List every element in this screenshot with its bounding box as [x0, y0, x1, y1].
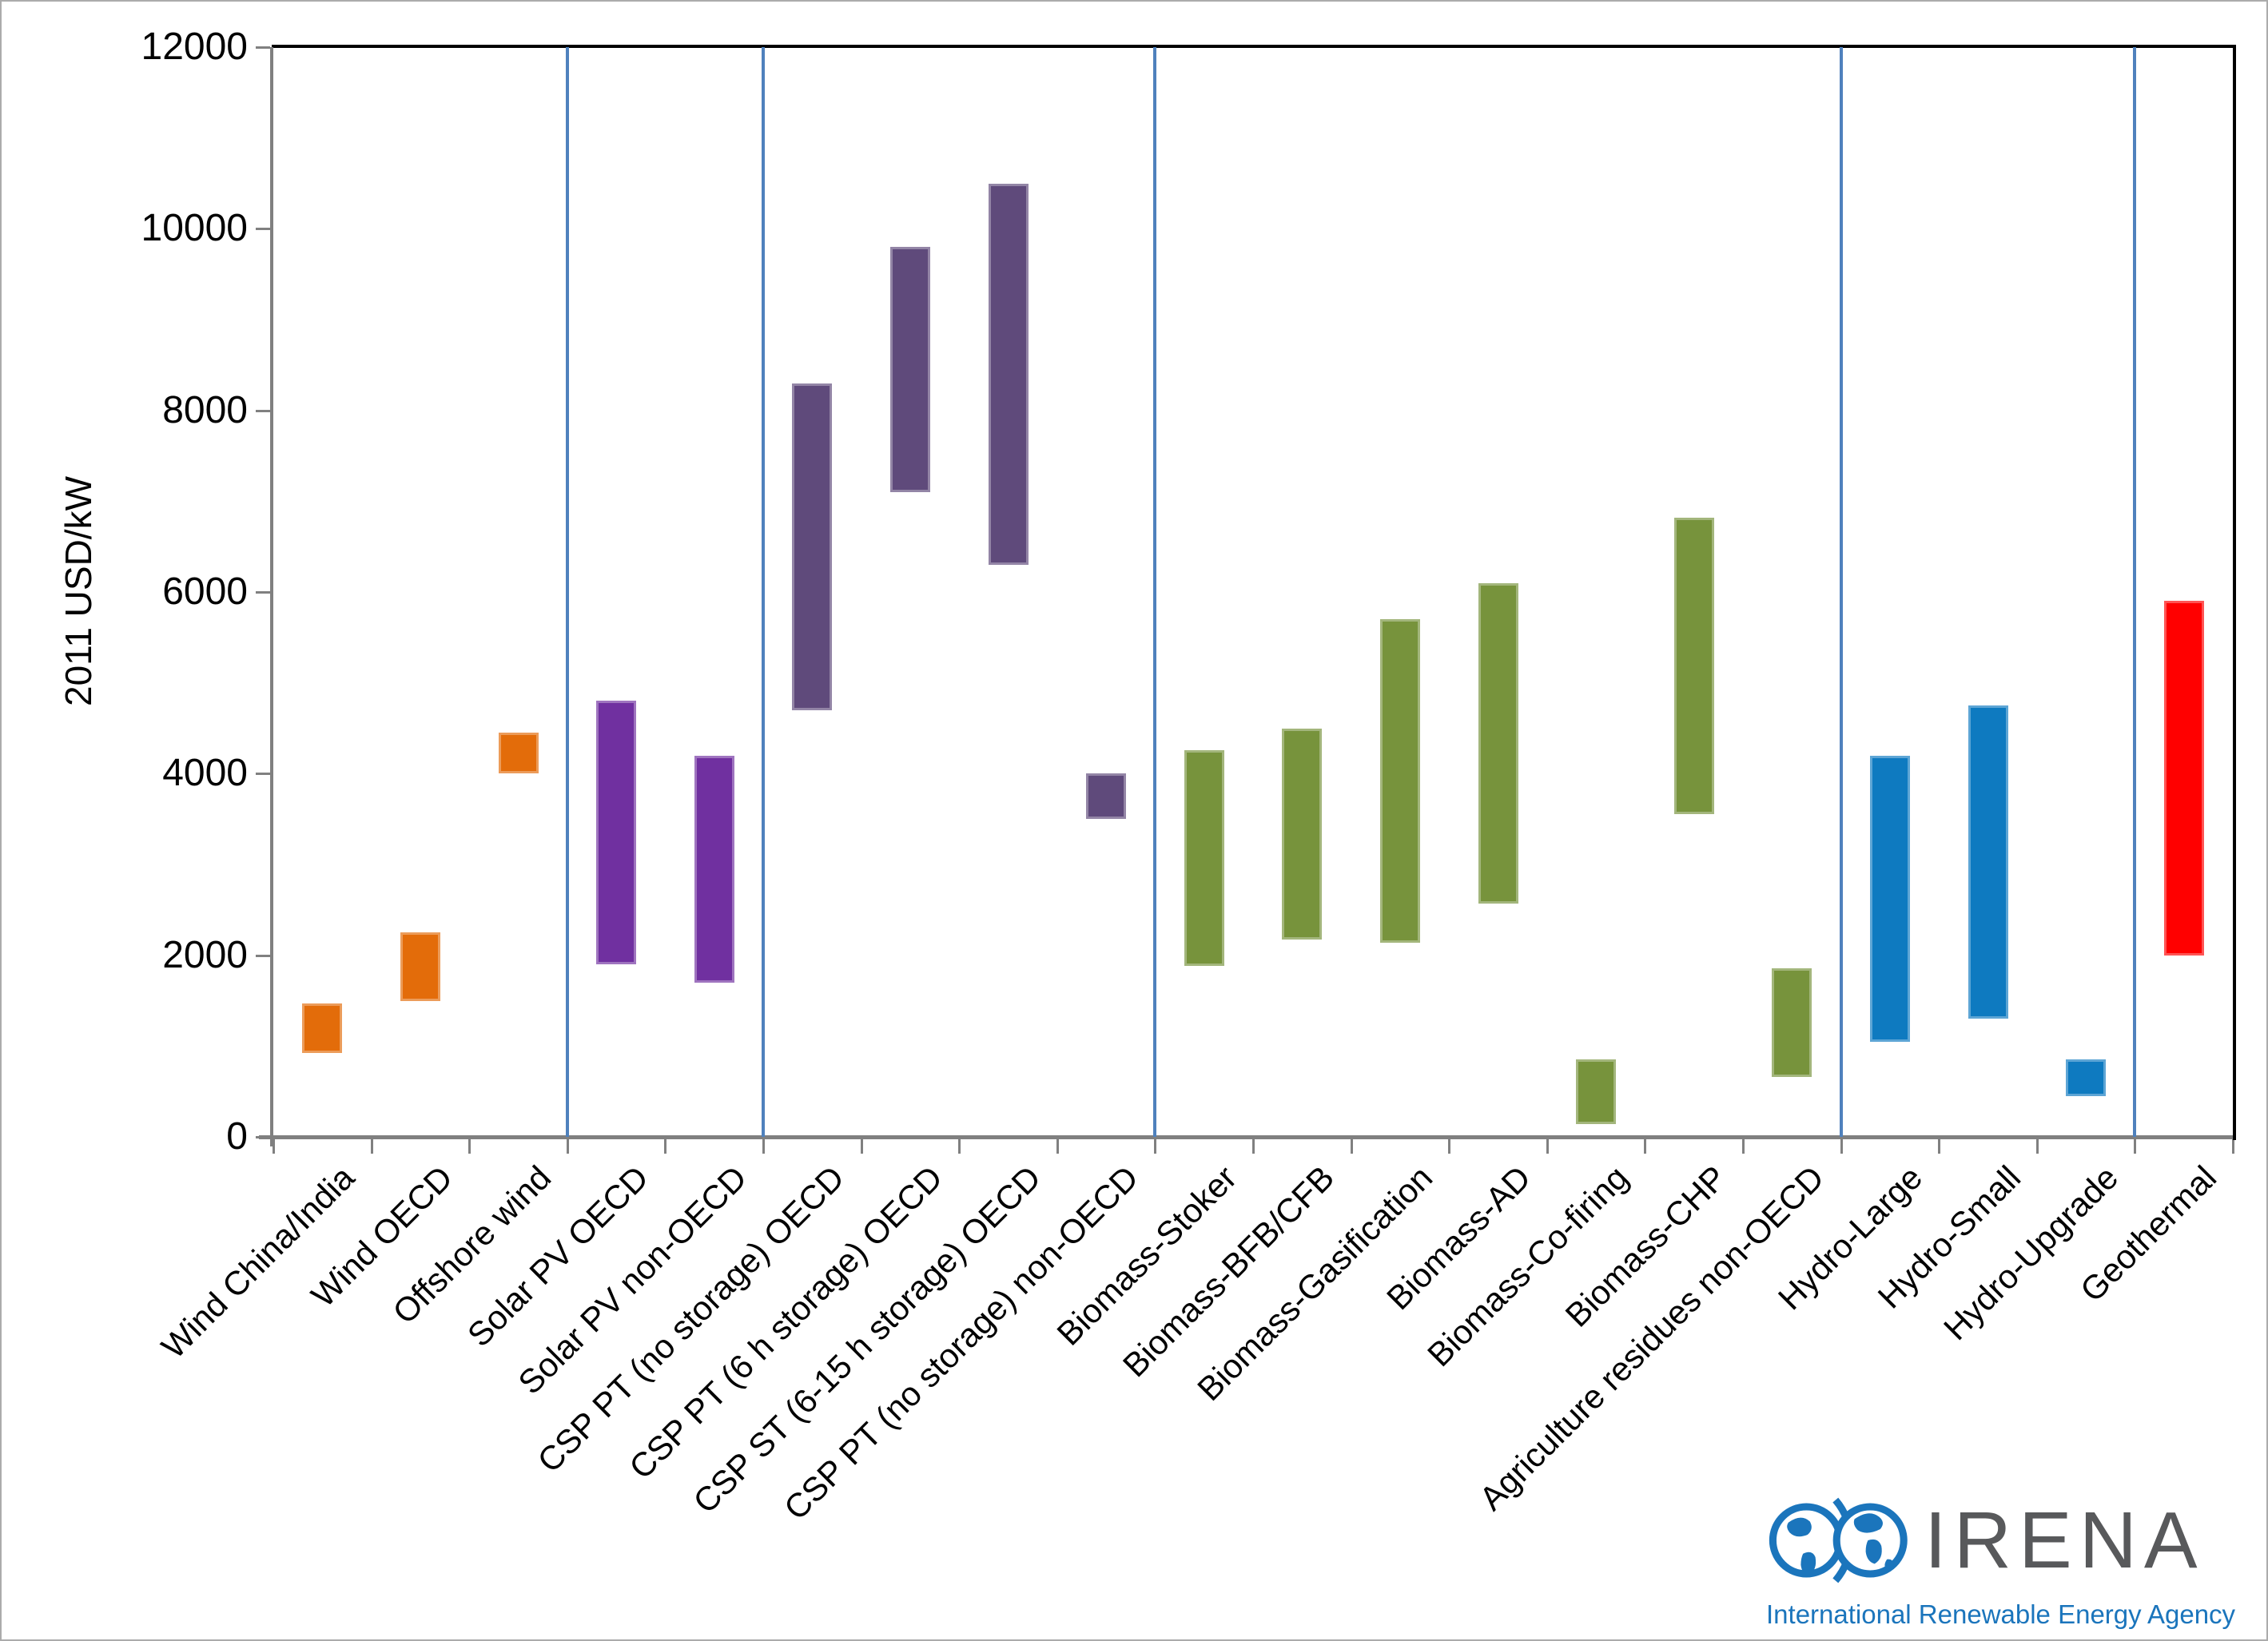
y-tick-label: 12000 [141, 26, 248, 68]
irena-globes-icon [1769, 1497, 1908, 1583]
logo-name: IRENA [1924, 1496, 2205, 1585]
x-tick-mark [1350, 1137, 1353, 1154]
x-tick-mark [566, 1137, 569, 1154]
x-tick-mark [762, 1137, 765, 1154]
y-tick-label: 6000 [162, 570, 248, 613]
y-tick-mark [256, 46, 270, 49]
bar-offshore-wind [498, 733, 539, 774]
x-axis-line [259, 1135, 2236, 1139]
x-tick-mark [370, 1137, 373, 1154]
x-category-label-csp-st-6-15-h-storage-oecd: CSP ST (6-15 h storage) OECD [685, 1158, 1048, 1521]
x-tick-mark [1742, 1137, 1745, 1154]
y-axis-line [270, 47, 273, 1146]
x-tick-mark [664, 1137, 667, 1154]
y-tick-label: 4000 [162, 752, 248, 795]
y-tick-mark [256, 228, 270, 231]
group-divider-line [2133, 47, 2137, 1137]
group-divider-line [1153, 47, 1157, 1137]
bar-biomass-stoker [1184, 749, 1224, 967]
x-tick-mark [1546, 1137, 1549, 1154]
bar-biomass-chp [1673, 517, 1714, 815]
bar-hydro-large [1869, 755, 1910, 1042]
irena-logo: IRENA International Renewable Energy Age… [1766, 1488, 2246, 1630]
x-tick-mark [468, 1137, 472, 1154]
x-category-label-csp-pt-no-storage-non-oecd: CSP PT (no storage) non-OECD [777, 1158, 1146, 1528]
x-category-label-solar-pv-oecd: Solar PV OECD [460, 1158, 656, 1354]
bar-solar-pv-oecd [596, 701, 637, 965]
bar-csp-st-6-15-h-storage-oecd [988, 183, 1029, 565]
x-tick-mark [1252, 1137, 1255, 1154]
x-tick-mark [1056, 1137, 1059, 1154]
x-tick-mark [860, 1137, 863, 1154]
x-tick-mark [1644, 1137, 1647, 1154]
group-divider-line [762, 47, 765, 1137]
y-tick-label: 10000 [141, 207, 248, 250]
bar-csp-pt-no-storage-oecd [792, 383, 833, 710]
y-tick-mark [256, 591, 270, 594]
bar-csp-pt-no-storage-non-oecd [1086, 773, 1127, 820]
plot-border-top [272, 45, 2236, 48]
group-divider-line [565, 47, 569, 1137]
x-tick-mark [273, 1137, 275, 1154]
x-tick-mark [1154, 1137, 1157, 1154]
bar-agriculture-residues-non-oecd [1772, 968, 1812, 1077]
x-tick-mark [2134, 1137, 2137, 1154]
bar-hydro-upgrade [2066, 1059, 2107, 1096]
bar-biomass-gasification [1379, 619, 1420, 943]
bar-solar-pv-non-oecd [694, 755, 734, 983]
x-tick-mark [1448, 1137, 1451, 1154]
y-tick-mark [256, 773, 270, 776]
x-tick-mark [2232, 1137, 2234, 1154]
bar-geothermal [2163, 601, 2204, 956]
y-tick-mark [256, 954, 270, 957]
x-tick-mark [1840, 1137, 1843, 1154]
y-tick-label: 0 [226, 1115, 248, 1158]
plot-area [273, 47, 2233, 1137]
bar-biomass-bfb-cfb [1282, 728, 1323, 940]
x-category-label-biomass-stoker: Biomass-Stoker [1049, 1158, 1243, 1353]
x-tick-mark [1938, 1137, 1941, 1154]
y-tick-label: 2000 [162, 933, 248, 976]
plot-border-right [2233, 45, 2236, 1140]
y-tick-mark [256, 409, 270, 412]
x-category-label-hydro-upgrade: Hydro-Upgrade [1936, 1158, 2126, 1348]
x-tick-mark [958, 1137, 961, 1154]
bar-csp-pt-6-h-storage-oecd [889, 247, 930, 492]
logo-subtitle: International Renewable Energy Agency [1766, 1599, 2236, 1629]
bar-wind-china-india [302, 1003, 343, 1053]
y-tick-label: 8000 [162, 388, 248, 431]
bar-hydro-small [1968, 705, 2008, 1019]
bar-wind-oecd [400, 932, 440, 1001]
bar-biomass-co-firing [1576, 1059, 1617, 1125]
group-divider-line [1839, 47, 1843, 1137]
x-tick-mark [2035, 1137, 2039, 1154]
bar-biomass-ad [1478, 582, 1518, 904]
